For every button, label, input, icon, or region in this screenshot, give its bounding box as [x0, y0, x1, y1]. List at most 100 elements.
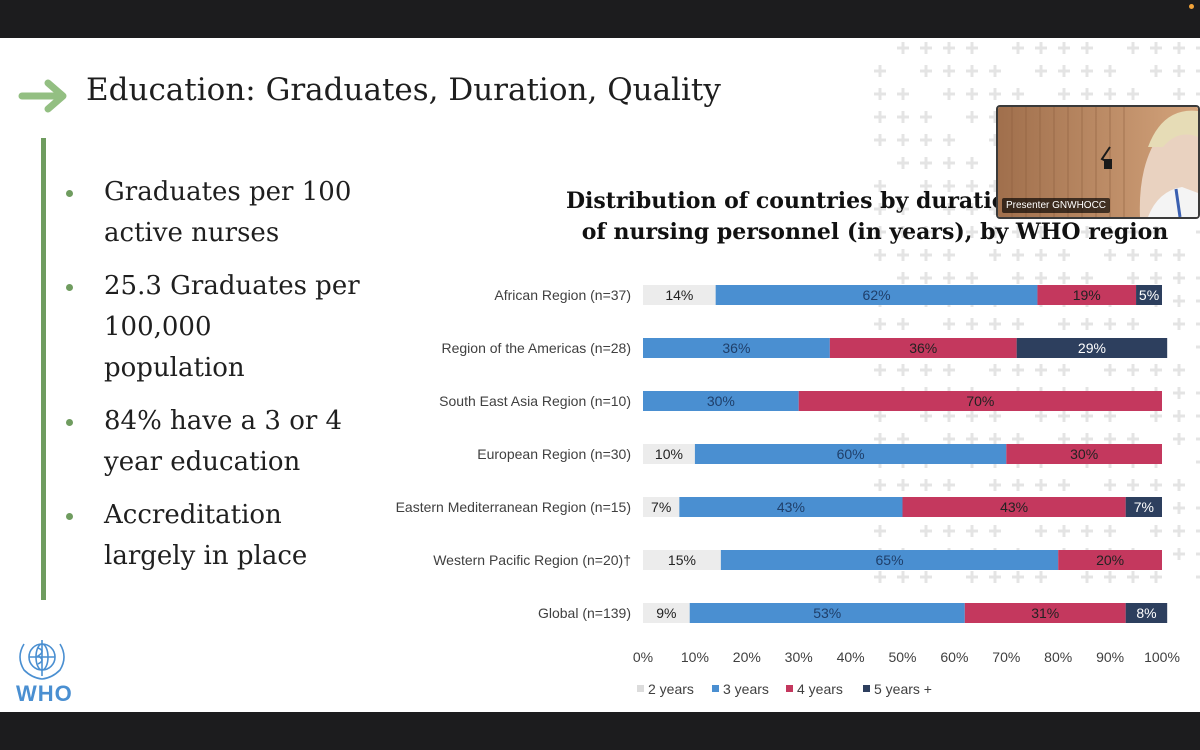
data-label: 5% — [1139, 287, 1159, 303]
plus-icon — [1081, 42, 1093, 54]
plus-icon — [1196, 552, 1200, 556]
plus-icon — [897, 318, 909, 330]
plus-icon — [989, 318, 1001, 330]
plus-icon — [1150, 272, 1162, 284]
plus-icon — [966, 203, 978, 215]
plus-icon — [966, 88, 978, 100]
plus-icon — [1196, 345, 1200, 349]
plus-icon — [1173, 249, 1185, 261]
plus-icon — [1012, 364, 1024, 376]
plus-icon — [1127, 318, 1139, 330]
plus-icon — [989, 364, 1001, 376]
plus-icon — [920, 571, 932, 583]
data-label: 65% — [876, 552, 904, 568]
bar-segment — [1125, 603, 1168, 623]
data-label: 20% — [1096, 552, 1124, 568]
plus-icon — [1150, 571, 1162, 583]
plus-icon — [966, 318, 978, 330]
plus-icon — [1104, 249, 1116, 261]
plus-icon — [1012, 249, 1024, 261]
bottom-bar — [0, 712, 1200, 750]
bar-segment — [1006, 444, 1162, 464]
plus-icon — [874, 318, 886, 330]
slide-title: Education: Graduates, Duration, Quality — [86, 72, 721, 108]
plus-icon — [1150, 42, 1162, 54]
data-label: 8% — [1136, 605, 1156, 621]
bar-segment — [643, 497, 680, 517]
category-label: Eastern Mediterranean Region (n=15) — [396, 499, 631, 515]
x-tick-label: 20% — [733, 649, 761, 665]
plus-icon — [1012, 88, 1024, 100]
plus-icon — [1127, 42, 1139, 54]
plus-icon — [1173, 42, 1185, 54]
data-label: 15% — [668, 552, 696, 568]
bar-segment — [1037, 285, 1137, 305]
plus-icon — [966, 111, 978, 123]
bullet-dot-icon — [66, 190, 73, 197]
plus-icon — [1104, 525, 1116, 537]
plus-icon — [1127, 249, 1139, 261]
plus-icon — [1058, 42, 1070, 54]
plus-icon — [1058, 65, 1070, 77]
plus-icon — [1196, 575, 1200, 579]
plus-icon — [1058, 433, 1070, 445]
legend-swatch — [863, 685, 870, 692]
plus-icon — [897, 272, 909, 284]
plus-icon — [1196, 506, 1200, 510]
plus-icon — [989, 249, 1001, 261]
plus-icon — [943, 272, 955, 284]
plus-icon — [874, 65, 886, 77]
legend-swatch — [786, 685, 793, 692]
plus-icon — [966, 525, 978, 537]
category-label: South East Asia Region (n=10) — [439, 393, 631, 409]
plus-icon — [1127, 479, 1139, 491]
plus-icon — [1035, 249, 1047, 261]
who-logo-text: WHO — [16, 681, 73, 706]
bar-segment — [1125, 497, 1162, 517]
plus-icon — [966, 157, 978, 169]
plus-icon — [943, 134, 955, 146]
plus-icon — [989, 226, 1001, 238]
plus-icon — [966, 226, 978, 238]
presenter-video-tile[interactable]: Presenter GNWHOCC — [996, 105, 1200, 219]
bar-segment — [643, 603, 690, 623]
bar-segment — [689, 603, 965, 623]
plus-icon — [874, 571, 886, 583]
category-label: Region of the Americas (n=28) — [442, 340, 632, 356]
plus-icon — [1081, 571, 1093, 583]
x-tick-label: 40% — [837, 649, 865, 665]
plus-icon — [920, 410, 932, 422]
plus-icon — [1058, 479, 1070, 491]
plus-icon — [920, 111, 932, 123]
bar-segment — [964, 603, 1126, 623]
category-label: Western Pacific Region (n=20)† — [433, 552, 631, 568]
plus-icon — [1173, 410, 1185, 422]
x-tick-label: 10% — [681, 649, 709, 665]
plus-icon — [920, 272, 932, 284]
accent-divider — [41, 138, 46, 600]
legend-label: 4 years — [797, 681, 843, 697]
plus-icon — [1150, 525, 1162, 537]
plus-icon — [1196, 299, 1200, 303]
plus-icon — [920, 157, 932, 169]
bullet-item: Accreditation largely in place — [60, 495, 360, 577]
plus-icon — [1173, 387, 1185, 399]
bullet-text: Graduates per 100 active nurses — [104, 177, 352, 248]
bullet-dot-icon — [66, 419, 73, 426]
plus-icon — [989, 65, 1001, 77]
plus-icon — [1104, 226, 1116, 238]
data-label: 7% — [1134, 499, 1154, 515]
plus-icon — [943, 364, 955, 376]
plus-icon — [1173, 525, 1185, 537]
bullet-dot-icon — [66, 284, 73, 291]
bullet-item: 25.3 Graduates per 100,000 population — [60, 266, 360, 389]
plus-icon — [1173, 548, 1185, 560]
plus-icon — [1058, 318, 1070, 330]
x-tick-label: 90% — [1096, 649, 1124, 665]
plus-icon — [1196, 414, 1200, 418]
legend-swatch — [637, 685, 644, 692]
plus-icon — [1173, 364, 1185, 376]
plus-icon — [920, 364, 932, 376]
plus-icon — [989, 88, 1001, 100]
plus-icon — [1104, 88, 1116, 100]
